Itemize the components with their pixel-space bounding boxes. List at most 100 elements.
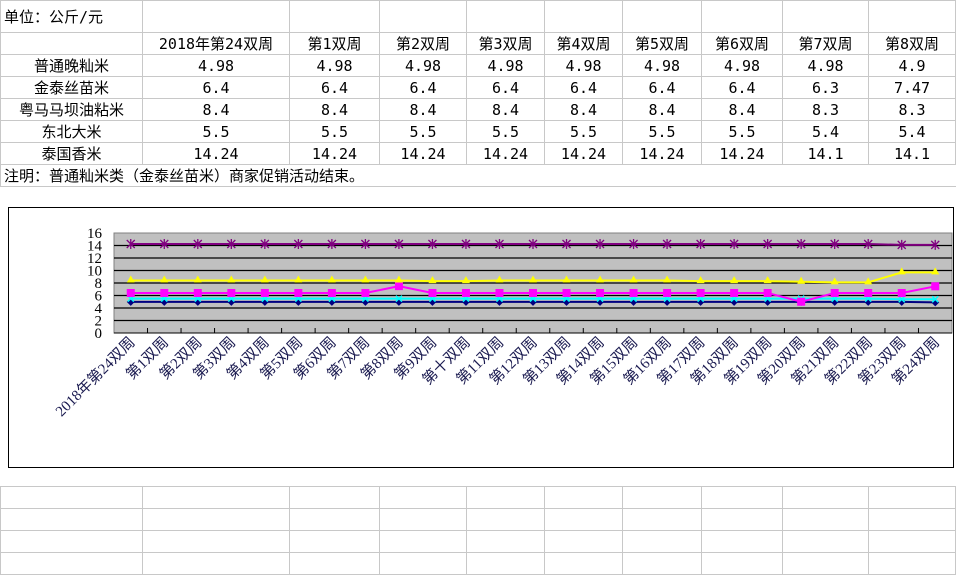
cell-value[interactable]: 8.4 <box>544 98 623 121</box>
empty-cell[interactable] <box>289 486 380 509</box>
cell-value[interactable]: 5.5 <box>289 120 380 143</box>
unit-label[interactable]: 单位：公斤/元 <box>0 0 143 33</box>
empty-cell[interactable] <box>0 552 143 575</box>
row-name[interactable]: 金泰丝苗米 <box>0 76 143 99</box>
cell-value[interactable]: 8.4 <box>701 98 783 121</box>
cell-value[interactable]: 5.5 <box>622 120 702 143</box>
cell-value[interactable]: 5.5 <box>544 120 623 143</box>
cell-value[interactable]: 6.4 <box>379 76 467 99</box>
cell-value[interactable]: 14.24 <box>701 142 783 165</box>
empty-cell[interactable] <box>622 508 702 531</box>
empty-cell[interactable] <box>142 486 290 509</box>
empty-cell[interactable] <box>544 552 623 575</box>
empty-cell[interactable] <box>289 508 380 531</box>
cell-value[interactable]: 4.9 <box>868 54 956 77</box>
cell-value[interactable]: 4.98 <box>142 54 290 77</box>
cell-value[interactable]: 5.5 <box>379 120 467 143</box>
empty-cell[interactable] <box>782 486 869 509</box>
column-header[interactable]: 第1双周 <box>289 32 380 55</box>
cell-value[interactable]: 14.24 <box>466 142 545 165</box>
price-line-chart[interactable]: 0 2 4 6 8 10 12 14 16 2018年第24双周 第1双周 第2双周 第3双周 第4双周第… <box>8 207 954 468</box>
cell-value[interactable]: 4.98 <box>622 54 702 77</box>
empty-cell[interactable] <box>466 508 545 531</box>
row-name[interactable]: 东北大米 <box>0 120 143 143</box>
cell-value[interactable]: 14.1 <box>868 142 956 165</box>
column-header[interactable]: 第5双周 <box>622 32 702 55</box>
row-name[interactable]: 普通晚籼米 <box>0 54 143 77</box>
cell-value[interactable]: 6.4 <box>701 76 783 99</box>
empty-cell[interactable] <box>379 486 467 509</box>
empty-cell[interactable] <box>544 530 623 553</box>
empty-cell[interactable] <box>0 508 143 531</box>
empty-cell[interactable] <box>622 552 702 575</box>
column-header[interactable]: 第2双周 <box>379 32 467 55</box>
empty-cell[interactable] <box>782 508 869 531</box>
cell-value[interactable]: 6.4 <box>544 76 623 99</box>
cell-value[interactable]: 8.3 <box>782 98 869 121</box>
cell-value[interactable]: 14.1 <box>782 142 869 165</box>
cell-value[interactable]: 5.4 <box>868 120 956 143</box>
cell-value[interactable]: 8.4 <box>142 98 290 121</box>
empty-cell[interactable] <box>701 508 783 531</box>
empty-cell[interactable] <box>544 508 623 531</box>
cell-value[interactable]: 14.24 <box>142 142 290 165</box>
cell-value[interactable]: 6.4 <box>466 76 545 99</box>
cell-value[interactable]: 4.98 <box>466 54 545 77</box>
empty-cell[interactable] <box>379 508 467 531</box>
empty-cell[interactable] <box>868 486 956 509</box>
cell-value[interactable]: 6.3 <box>782 76 869 99</box>
empty-cell[interactable] <box>622 486 702 509</box>
empty-cell[interactable] <box>142 530 290 553</box>
empty-cell[interactable] <box>782 552 869 575</box>
empty-cell[interactable] <box>466 552 545 575</box>
empty-cell[interactable] <box>701 530 783 553</box>
empty-cell[interactable] <box>622 530 702 553</box>
row-name[interactable]: 泰国香米 <box>0 142 143 165</box>
empty-cell[interactable] <box>142 552 290 575</box>
empty-cell[interactable] <box>0 530 143 553</box>
empty-cell[interactable] <box>782 530 869 553</box>
cell-value[interactable]: 4.98 <box>544 54 623 77</box>
empty-cell[interactable] <box>544 486 623 509</box>
cell-value[interactable]: 5.5 <box>466 120 545 143</box>
cell-value[interactable]: 6.4 <box>142 76 290 99</box>
cell-value[interactable]: 4.98 <box>701 54 783 77</box>
row-name[interactable]: 粤马马坝油粘米 <box>0 98 143 121</box>
empty-cell[interactable] <box>379 552 467 575</box>
empty-cell[interactable] <box>701 552 783 575</box>
cell-value[interactable]: 14.24 <box>622 142 702 165</box>
empty-cell[interactable] <box>379 530 467 553</box>
cell-value[interactable]: 14.24 <box>379 142 467 165</box>
column-header[interactable]: 第4双周 <box>544 32 623 55</box>
empty-cell[interactable] <box>466 486 545 509</box>
column-header[interactable]: 第3双周 <box>466 32 545 55</box>
empty-cell[interactable] <box>466 530 545 553</box>
column-header[interactable]: 第8双周 <box>868 32 956 55</box>
note[interactable]: 注明：普通籼米类（金泰丝苗米）商家促销活动结束。 <box>0 164 956 187</box>
empty-cell[interactable] <box>289 552 380 575</box>
cell-value[interactable]: 6.4 <box>622 76 702 99</box>
cell-value[interactable]: 4.98 <box>782 54 869 77</box>
empty-cell[interactable] <box>868 552 956 575</box>
column-header[interactable]: 第6双周 <box>701 32 783 55</box>
cell-value[interactable]: 5.5 <box>142 120 290 143</box>
cell-value[interactable]: 5.5 <box>701 120 783 143</box>
cell-value[interactable]: 8.3 <box>868 98 956 121</box>
cell-value[interactable]: 8.4 <box>289 98 380 121</box>
cell-value[interactable]: 8.4 <box>466 98 545 121</box>
cell-value[interactable]: 4.98 <box>379 54 467 77</box>
empty-cell[interactable] <box>0 486 143 509</box>
header-corner[interactable] <box>0 32 143 55</box>
empty-cell[interactable] <box>868 530 956 553</box>
cell-value[interactable]: 8.4 <box>379 98 467 121</box>
cell-value[interactable]: 5.4 <box>782 120 869 143</box>
column-header[interactable]: 2018年第24双周 <box>142 32 290 55</box>
empty-cell[interactable] <box>701 486 783 509</box>
cell-value[interactable]: 8.4 <box>622 98 702 121</box>
cell-value[interactable]: 6.4 <box>289 76 380 99</box>
empty-cell[interactable] <box>142 508 290 531</box>
cell-value[interactable]: 14.24 <box>289 142 380 165</box>
cell-value[interactable]: 14.24 <box>544 142 623 165</box>
empty-cell[interactable] <box>868 508 956 531</box>
column-header[interactable]: 第7双周 <box>782 32 869 55</box>
